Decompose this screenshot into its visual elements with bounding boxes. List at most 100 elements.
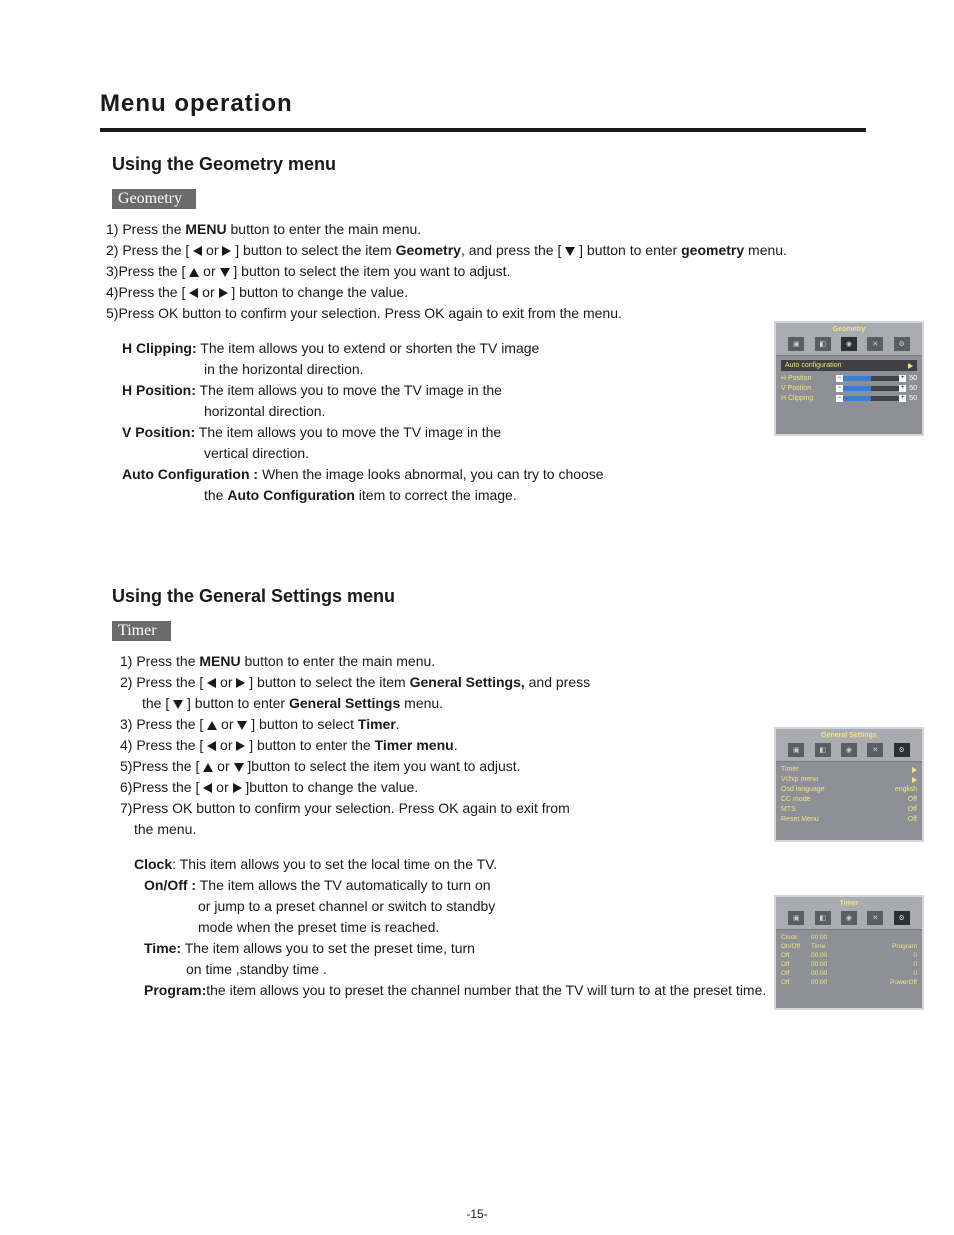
text: or — [220, 674, 232, 690]
left-arrow-icon — [203, 783, 212, 793]
osd-tab-icon: ▣ — [788, 911, 804, 925]
osd-timer-row: Off00:000 — [781, 961, 917, 968]
text: in the horizontal direction. — [204, 359, 672, 380]
text: or — [221, 716, 233, 732]
osd-cell: 00:00 — [811, 952, 841, 959]
text: . — [454, 737, 458, 753]
osd-tab-icon: ▣ — [788, 337, 804, 351]
osd-label: Osd language — [781, 786, 825, 793]
geometry-tag: Geometry — [112, 189, 196, 209]
text: The item allows the TV automatically to … — [196, 877, 490, 893]
arrow-right-icon — [908, 363, 913, 369]
text: item to correct the image. — [355, 487, 517, 503]
arrow-right-icon — [912, 767, 917, 773]
osd-setting-row: Reset MenuOff — [781, 816, 917, 823]
osd-cell: 0 — [841, 970, 917, 977]
osd-col-header: Program — [841, 943, 917, 950]
text: on time ,standby time . — [186, 959, 866, 980]
text: , and press the [ — [461, 242, 565, 258]
bold: H Clipping: — [122, 340, 197, 356]
osd-label: CC mode — [781, 796, 811, 803]
osd-icon-row: ▣ ◧ ◉ ✕ ⚙ — [776, 909, 922, 930]
timer-tag: Timer — [112, 621, 171, 641]
page-title: Menu operation — [100, 90, 866, 118]
bold: General Settings, — [410, 674, 525, 690]
right-arrow-icon — [233, 783, 242, 793]
osd-label: H Postion — [781, 375, 836, 382]
text: button to enter the main menu. — [227, 221, 422, 237]
osd-setting-row: Osd languageenglish — [781, 786, 917, 793]
osd-tab-icon: ✕ — [867, 337, 883, 351]
osd-tab-icon: ◉ — [841, 911, 857, 925]
title-underline — [100, 128, 866, 132]
osd-body: Auto configuration H Postion−+50V Postio… — [776, 356, 922, 434]
osd-slider-row: V Postion−+50 — [781, 385, 917, 392]
bold: geometry — [681, 242, 744, 258]
osd-tab-icon: ◉ — [841, 743, 857, 757]
osd-tab-icon: ▣ — [788, 743, 804, 757]
osd-title: Geometry — [776, 323, 922, 335]
osd-cell: 0 — [841, 961, 917, 968]
text: the item allows you to preset the channe… — [206, 982, 766, 998]
gs-steps: 1) Press the MENU button to enter the ma… — [120, 651, 866, 840]
osd-body: Clock00:00 On/OffTimeProgram Off00:000Of… — [776, 930, 922, 1008]
text: vertical direction. — [204, 443, 672, 464]
osd-cell: 00:00 — [811, 961, 841, 968]
osd-value: Off — [908, 796, 917, 803]
osd-setting-row: Timer — [781, 766, 917, 773]
text: ]button to change the value. — [242, 779, 419, 795]
text: 7)Press OK button to confirm your select… — [120, 798, 866, 819]
text: or jump to a preset channel or switch to… — [198, 896, 866, 917]
text: The item allows you to move the TV image… — [196, 382, 502, 398]
text: ] button to enter — [183, 695, 289, 711]
text: ] button to change the value. — [228, 284, 409, 300]
bold: Clock — [134, 856, 172, 872]
osd-cell: Off — [781, 961, 811, 968]
bold: Geometry — [396, 242, 461, 258]
osd-tab-icon: ◧ — [815, 911, 831, 925]
osd-tab-icon: ◧ — [815, 337, 831, 351]
up-arrow-icon — [207, 721, 217, 730]
osd-label: Clock — [781, 934, 811, 941]
down-arrow-icon — [220, 268, 230, 277]
text: . — [396, 716, 400, 732]
gs-heading: Using the General Settings menu — [112, 586, 866, 607]
osd-cell: 00:00 — [811, 970, 841, 977]
text: When the image looks abnormal, you can t… — [258, 466, 604, 482]
bold: General Settings — [289, 695, 400, 711]
left-arrow-icon — [207, 678, 216, 688]
text: the — [204, 487, 227, 503]
text: 2) Press the [ — [106, 242, 193, 258]
osd-slider: −+50 — [836, 376, 917, 382]
osd-label: Reset Menu — [781, 816, 819, 823]
text: menu. — [744, 242, 787, 258]
left-arrow-icon — [189, 288, 198, 298]
osd-setting-row: Vchip menu — [781, 776, 917, 783]
osd-value: Off — [908, 806, 917, 813]
osd-icon-row: ▣ ◧ ◉ ✕ ⚙ — [776, 335, 922, 356]
text: 3)Press the [ — [106, 263, 189, 279]
osd-tab-icon-active: ⚙ — [894, 743, 910, 757]
text: 1) Press the — [120, 653, 199, 669]
arrow-right-icon — [912, 777, 917, 783]
osd-cell: 00:00 — [811, 979, 841, 986]
text: and press — [525, 674, 590, 690]
text: 5)Press OK button to confirm your select… — [106, 303, 866, 324]
bold: Auto Configuration : — [122, 466, 258, 482]
osd-slider: −+50 — [836, 396, 917, 402]
osd-tab-icon: ◧ — [815, 743, 831, 757]
osd-tab-icon-active: ◉ — [841, 337, 857, 351]
down-arrow-icon — [234, 763, 244, 772]
osd-slider-row: H Clipping−+50 — [781, 395, 917, 402]
osd-label: MTS — [781, 806, 796, 813]
osd-cell: Off — [781, 970, 811, 977]
osd-label: Auto configuration — [785, 362, 841, 369]
osd-col-header: On/Off — [781, 943, 811, 950]
text: or — [202, 284, 214, 300]
osd-cell: 0 — [841, 952, 917, 959]
bold: Timer — [358, 716, 396, 732]
osd-tab-icon: ✕ — [867, 911, 883, 925]
up-arrow-icon — [203, 763, 213, 772]
text: or — [220, 737, 232, 753]
osd-label: V Postion — [781, 385, 836, 392]
